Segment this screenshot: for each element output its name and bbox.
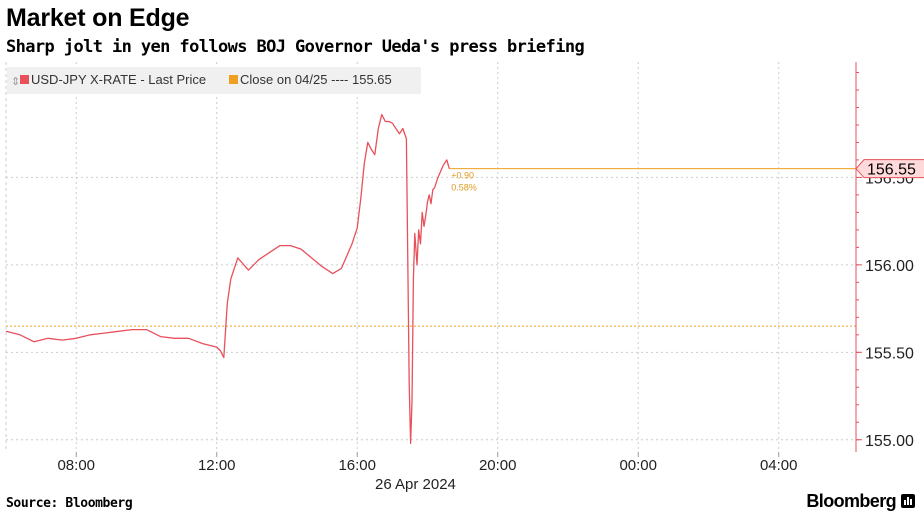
date-label: 26 Apr 2024 <box>375 476 456 493</box>
brand-wordmark: Bloomberg <box>806 491 896 511</box>
last-value-label: 156.55 <box>867 162 916 179</box>
axis-layer: 08:00 12:00 16:00 20:00 00:00 04:00 155.00 155.… <box>57 62 924 474</box>
y-tick-label: 156.00 <box>865 258 914 275</box>
change-annotation: +0.90 <box>451 171 474 181</box>
chart-legend: ⇕ USD-JPY X-RATE - Last Price Close on 0… <box>7 67 421 94</box>
x-tick-label: 04:00 <box>760 457 798 474</box>
legend-handle-icon: ⇕ <box>11 76 20 88</box>
x-tick-label: 16:00 <box>338 457 376 474</box>
x-tick-label: 08:00 <box>57 457 95 474</box>
x-tick-label: 12:00 <box>198 457 236 474</box>
chart-title: Market on Edge <box>6 4 190 32</box>
percent-annotation: 0.58% <box>451 183 477 193</box>
grid-layer <box>5 62 856 452</box>
legend-label-price: USD-JPY X-RATE - Last Price <box>31 72 206 87</box>
bar-chart-icon <box>901 494 915 508</box>
legend-swatch-price <box>20 75 29 84</box>
legend-swatch-close <box>229 75 238 84</box>
reference-layer <box>6 168 856 327</box>
chart-subtitle: Sharp jolt in yen follows BOJ Governor U… <box>6 37 585 57</box>
source-note: Source: Bloomberg <box>6 496 133 511</box>
series-layer <box>5 113 450 444</box>
legend-background <box>7 67 421 94</box>
legend-label-close: Close on 04/25 ---- 155.65 <box>240 72 392 87</box>
last-value-tag <box>855 159 924 179</box>
annotation-layer: +0.90 0.58% 26 Apr 2024 <box>375 171 477 493</box>
y-tick-label: 155.50 <box>865 345 914 362</box>
x-tick-label: 00:00 <box>619 457 657 474</box>
y-tick-label: 155.00 <box>865 433 914 450</box>
price-series-line <box>5 113 450 444</box>
x-tick-label: 20:00 <box>479 457 517 474</box>
